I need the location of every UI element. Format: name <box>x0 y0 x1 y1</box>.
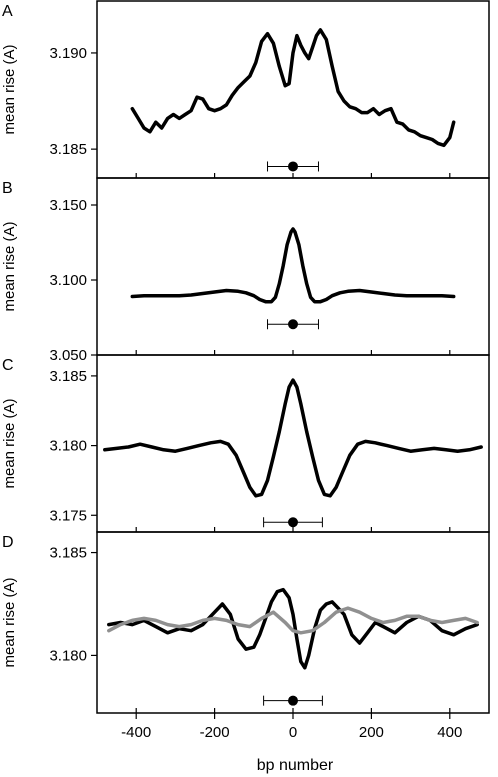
series-line-2 <box>107 606 479 635</box>
center-marker <box>288 695 298 706</box>
y-tick-label: 3.180 <box>49 647 87 664</box>
y-tick-label: 3.180 <box>49 438 87 455</box>
series-line-1 <box>130 28 456 148</box>
y-tick-label: 3.185 <box>49 141 87 158</box>
y-axis-label: mean rise (A) <box>1 221 18 311</box>
y-tick-label: 3.100 <box>49 272 87 289</box>
y-tick-label: 3.150 <box>49 197 87 214</box>
y-axis-label: mean rise (A) <box>1 398 18 488</box>
x-tick-label: 0 <box>289 724 297 741</box>
x-tick-label: -400 <box>121 724 151 741</box>
x-axis-label: bp number <box>257 757 334 774</box>
panel-letter: D <box>2 534 14 551</box>
series-line-1 <box>107 587 479 670</box>
y-tick-label: 3.190 <box>49 45 87 62</box>
series-line-1 <box>130 227 456 304</box>
y-axis-label: mean rise (A) <box>1 577 18 667</box>
x-tick-label: 200 <box>359 724 384 741</box>
x-axis: -400 -200 0 200 400 <box>121 713 462 741</box>
y-tick-label: 3.175 <box>49 507 87 524</box>
center-marker <box>288 161 298 172</box>
x-tick-label: 400 <box>437 724 462 741</box>
center-marker <box>288 517 298 528</box>
y-tick-label: 3.050 <box>49 347 87 364</box>
panel-letter: A <box>2 3 13 20</box>
x-tick-label: -200 <box>200 724 230 741</box>
series-line-1 <box>103 378 483 498</box>
y-axis-label: mean rise (A) <box>1 44 18 134</box>
panel-letter: B <box>2 180 13 197</box>
panel-letter: C <box>2 357 14 374</box>
center-marker <box>288 319 298 330</box>
y-tick-label: 3.185 <box>49 545 87 562</box>
panel-frame <box>96 0 490 179</box>
y-tick-label: 3.185 <box>49 368 87 385</box>
